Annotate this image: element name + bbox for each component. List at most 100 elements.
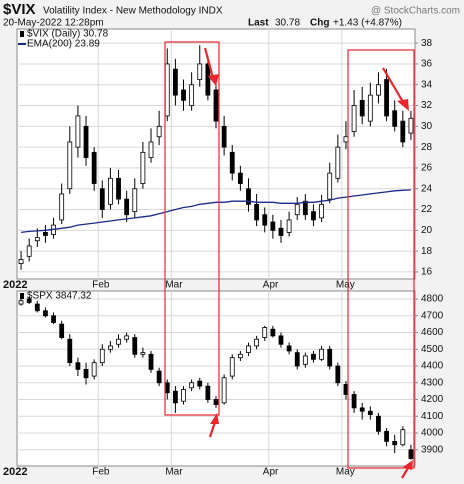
candle-body [408,117,414,134]
candle-body [59,323,65,338]
candle-body [311,211,316,221]
candle-body [392,110,398,127]
last-value: 30.78 [275,18,300,29]
candle-body [75,115,81,148]
candle-body [75,362,81,370]
candle-body [229,357,235,377]
candle-body [116,177,121,200]
candle-body [172,68,178,96]
candle-body [343,384,349,395]
x-tick-label: Feb [92,467,110,478]
y-tick-label: 24 [421,183,433,194]
candle-body [237,172,243,184]
y-tick-label: 18 [421,246,433,257]
candle-body [67,338,73,364]
y-tick-label: 4200 [421,394,444,405]
candle-body [221,377,227,404]
candle-body [172,390,178,404]
arrow [401,467,409,479]
y-tick-label: 34 [421,79,433,90]
candle-body [278,227,284,236]
candle-body [246,188,251,205]
candle-body [319,348,324,360]
candle-body [408,449,414,459]
candle-body [116,338,121,345]
candle-body [132,337,138,355]
y-tick-label: 4100 [421,411,444,422]
plot-area [16,290,416,467]
candle-body [26,245,32,257]
arrow [208,421,217,438]
arrow [203,47,215,79]
x-tick-label: 2022 [3,466,27,478]
candle-body [189,382,195,389]
legend-label: $SPX 3847.32 [27,291,92,302]
y-tick-label: 28 [421,142,433,153]
candle-body [124,335,130,340]
highlight-box [347,49,415,469]
candle-body [262,214,268,226]
candle-body [26,298,32,303]
candle-body [237,353,243,359]
candle-body [384,79,389,117]
y-tick-label: 22 [421,204,433,215]
candle-body [270,328,276,337]
source: @ StockCharts.com [371,6,460,17]
candle-body [278,335,284,345]
candle-body [43,310,48,317]
x-tick-label: Feb [92,280,110,291]
candle-body [124,198,130,216]
candle-body [302,200,308,216]
candle-body [367,410,373,415]
y-tick-label: 4400 [421,361,444,372]
y-tick-label: 20 [421,225,433,236]
x-tick-label: Apr [263,280,279,291]
candle-body [156,370,162,384]
candle-body [156,125,162,138]
x-tick-label: 2022 [3,279,27,291]
x-tick-label: May [336,280,355,291]
legend-icon [20,31,24,37]
candle-body [83,368,89,379]
candle-body [205,63,211,96]
x-tick-label: Mar [165,280,183,291]
security-name: Volatility Index - New Methodology INDX [43,6,223,17]
y-tick-label: 30 [421,121,433,132]
candle-body [108,177,113,205]
candle-body [327,348,333,367]
candle-body [343,136,349,143]
candle-body [99,188,105,210]
candle-body [221,125,227,148]
candle-body [43,232,48,236]
date: 20-May-2022 12:28pm [3,18,104,29]
candle-body [213,89,219,122]
ema-line [21,189,411,234]
candle-body [148,353,154,370]
y-tick-label: 3900 [421,444,444,455]
candle-body [91,362,97,377]
candle-body [400,429,406,446]
arrow-head [403,460,413,470]
symbol: $VIX [3,1,36,18]
candle-body [18,259,24,265]
candle-body [140,352,146,355]
arrow-head [397,99,409,111]
candle-body [229,151,235,174]
candle-body [99,348,105,364]
y-tick-label: 32 [421,100,433,111]
arrow [382,67,404,103]
candle-body [132,188,138,213]
candle-body [270,221,276,231]
highlight-box [164,41,220,416]
candle-body [108,345,113,350]
candle-body [319,203,324,219]
candle-body [262,327,268,338]
candle-body [351,105,357,132]
annotations [164,41,415,479]
x-tick-label: Mar [165,467,183,478]
candle-body [286,219,292,233]
y-tick-label: 36 [421,59,433,70]
legend-label: $VIX (Daily) 30.78 [27,29,109,40]
